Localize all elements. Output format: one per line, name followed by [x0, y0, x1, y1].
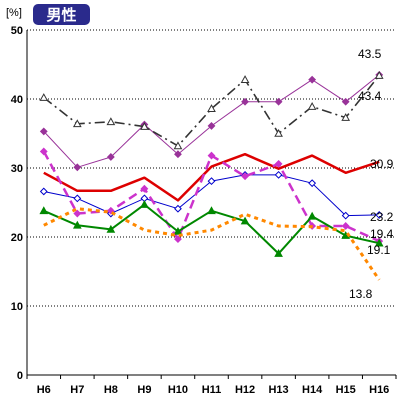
data-label: 30.9: [370, 157, 394, 171]
data-point: [39, 93, 49, 101]
data-point: [274, 170, 283, 179]
axes: [26, 30, 397, 379]
data-point: [106, 224, 116, 233]
y-tick-label: 50: [11, 25, 23, 37]
x-tick-labels: H6 H7 H8 H9 H10 H11 H12 H13 H14 H15 H16: [37, 384, 390, 396]
x-tick-label: H9: [137, 384, 151, 396]
data-point: [72, 220, 82, 229]
data-point: [240, 216, 250, 225]
series: [43, 207, 381, 281]
data-point: [39, 127, 48, 136]
data-point: [174, 150, 182, 159]
data-label: 43.4: [358, 89, 382, 103]
data-point: [207, 104, 216, 112]
y-tick-label: 30: [11, 163, 23, 175]
y-tick-label: 20: [11, 232, 23, 244]
data-label: 19.1: [367, 243, 391, 257]
x-tick-label: H16: [369, 384, 389, 396]
data-point: [106, 206, 115, 215]
y-tick-label: 40: [11, 94, 23, 106]
x-tick-label: H12: [235, 384, 255, 396]
series: [39, 70, 384, 172]
data-point: [140, 184, 149, 193]
series: [39, 71, 384, 150]
y-axis-label: [%]: [6, 7, 22, 19]
data-point: [140, 122, 149, 130]
data-labels: 43.5 43.4 30.9 23.2 19.4 19.1 13.8: [349, 47, 394, 301]
data-point: [341, 97, 350, 106]
data-label: 19.4: [370, 227, 394, 241]
data-point: [274, 128, 283, 137]
data-point: [73, 209, 82, 218]
y-tick-label: 10: [11, 301, 23, 313]
data-point: [39, 187, 48, 196]
data-point: [173, 141, 183, 150]
data-point: [106, 117, 116, 126]
data-point: [341, 113, 351, 121]
series: [39, 147, 384, 246]
data-point: [39, 147, 48, 156]
x-tick-label: H14: [302, 384, 323, 396]
data-point: [307, 102, 317, 110]
series: [43, 152, 380, 202]
data-point: [207, 122, 216, 130]
series-line: [43, 75, 380, 147]
data-point: [174, 235, 182, 243]
data-point: [274, 97, 283, 106]
x-tick-label: H11: [202, 384, 222, 396]
chart-title: 男性: [46, 6, 76, 24]
data-point: [73, 194, 82, 203]
data-point: [274, 159, 283, 168]
y-tick-labels: 0 10 20 30 40 50: [11, 25, 23, 382]
data-point: [308, 179, 317, 188]
series-line: [43, 152, 380, 202]
data-point: [207, 206, 216, 215]
title-badge: 男性: [33, 4, 90, 25]
data-point: [207, 177, 216, 186]
data-point: [207, 151, 216, 160]
data-point: [73, 163, 82, 172]
data-label: 23.2: [370, 210, 394, 224]
data-point: [374, 71, 384, 79]
y-tick-label: 0: [17, 370, 23, 382]
data-point: [39, 206, 49, 215]
x-tick-label: H8: [104, 384, 118, 396]
data-point: [241, 172, 249, 181]
data-label: 13.8: [349, 287, 373, 301]
data-point: [274, 249, 283, 257]
data-point: [240, 75, 250, 83]
x-tick-label: H6: [37, 384, 51, 396]
series: [39, 200, 384, 257]
data-point: [140, 200, 149, 208]
data-point: [72, 119, 82, 128]
data-point: [374, 238, 384, 247]
x-tick-label: H15: [336, 384, 356, 396]
data-point: [375, 211, 384, 219]
series-line: [43, 207, 381, 281]
data-point: [174, 204, 182, 213]
data-point: [308, 75, 317, 84]
x-tick-label: H13: [268, 384, 288, 396]
data-point: [173, 226, 183, 235]
data-point: [341, 211, 350, 220]
data-point: [241, 97, 249, 106]
data-label: 43.5: [358, 47, 382, 61]
data-point: [341, 222, 350, 230]
title-badge-background: [33, 4, 90, 25]
series-lines: [39, 70, 384, 281]
data-point: [307, 211, 317, 220]
data-point: [106, 153, 115, 161]
x-tick-label: H10: [168, 384, 188, 396]
x-tick-label: H7: [70, 384, 84, 396]
